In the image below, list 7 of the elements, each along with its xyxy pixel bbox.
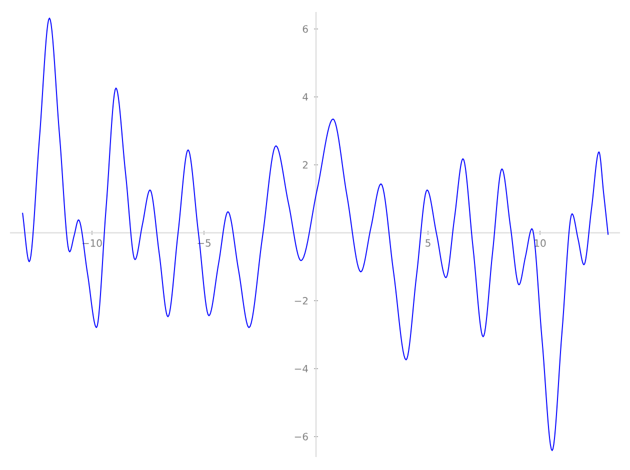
y-tick-label: −6 [294, 432, 308, 440]
y-tick-label: 4 [302, 93, 308, 101]
y-tick-label: 6 [302, 25, 308, 33]
y-tick-label: −2 [294, 297, 308, 304]
y-tick-label: −4 [294, 365, 308, 372]
y-tick-label: 2 [302, 161, 308, 169]
x-tick-label: 5 [426, 239, 430, 247]
